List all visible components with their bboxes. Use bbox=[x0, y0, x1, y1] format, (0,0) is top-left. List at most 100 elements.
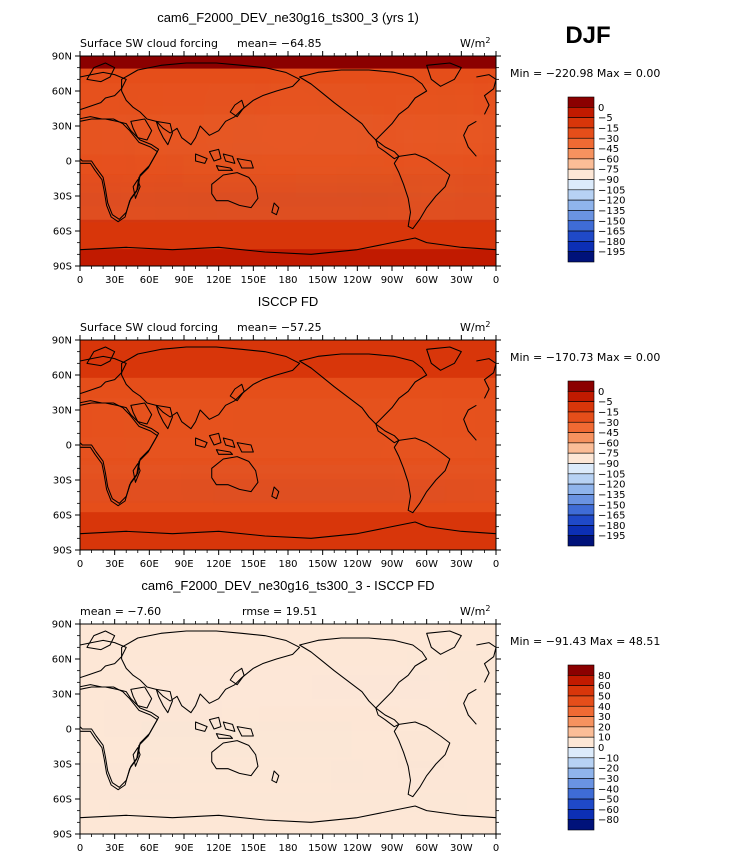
lat-tick-label: 0 bbox=[66, 725, 72, 736]
lat-tick-label: 90N bbox=[52, 52, 72, 63]
colorbar-label: −120 bbox=[598, 196, 625, 207]
lon-tick-label: 0 bbox=[493, 843, 499, 854]
lon-tick-label: 30E bbox=[105, 275, 124, 286]
lon-tick-label: 180 bbox=[278, 843, 297, 854]
panel-diff: cam6_F2000_DEV_ne30g16_ts300_3 - ISCCP F… bbox=[52, 578, 661, 854]
lon-tick-label: 30W bbox=[450, 843, 473, 854]
colorbar-swatch bbox=[567, 411, 595, 423]
colorbar-label: −45 bbox=[598, 144, 619, 155]
colorbar-swatch bbox=[567, 442, 595, 454]
lon-tick-label: 30E bbox=[105, 559, 124, 570]
lon-tick-label: 150E bbox=[241, 559, 266, 570]
panel-left-text: Surface SW cloud forcing bbox=[80, 37, 218, 50]
panel-mean: mean= −57.25 bbox=[237, 321, 322, 334]
colorbar-swatch bbox=[567, 452, 595, 464]
colorbar-label: −135 bbox=[598, 206, 625, 217]
lat-tick-label: 90N bbox=[52, 336, 72, 347]
colorbar-label: −165 bbox=[598, 227, 625, 238]
colorbar-swatch bbox=[567, 199, 595, 211]
lon-tick-label: 0 bbox=[77, 559, 83, 570]
colorbar-label: 0 bbox=[598, 743, 604, 754]
colorbar: 0−5−15−30−45−60−75−90−105−120−135−150−16… bbox=[567, 96, 625, 263]
colorbar-swatch bbox=[567, 168, 595, 180]
lon-tick-label: 0 bbox=[493, 275, 499, 286]
panel-rmse: rmse = 19.51 bbox=[242, 605, 317, 618]
lat-tick-label: 60S bbox=[53, 511, 72, 522]
lat-tick-label: 30S bbox=[53, 192, 72, 203]
panel-minmax: Min = −91.43 Max = 48.51 bbox=[510, 635, 660, 648]
colorbar-label: −15 bbox=[598, 407, 619, 418]
colorbar-swatch bbox=[567, 685, 595, 697]
colorbar-label: −30 bbox=[598, 134, 619, 145]
panel-units: W/m2 bbox=[460, 320, 490, 334]
lon-tick-label: 60W bbox=[415, 843, 438, 854]
colorbar-swatch bbox=[567, 809, 595, 820]
panel-title: cam6_F2000_DEV_ne30g16_ts300_3 - ISCCP F… bbox=[141, 578, 434, 593]
panel-minmax: Min = −220.98 Max = 0.00 bbox=[510, 67, 660, 80]
panel-left-text: mean = −7.60 bbox=[80, 605, 161, 618]
colorbar-swatch bbox=[567, 767, 595, 779]
colorbar-label: −180 bbox=[598, 521, 625, 532]
colorbar-swatch bbox=[567, 432, 595, 444]
colorbar-label: 0 bbox=[598, 103, 604, 114]
colorbar-swatch bbox=[567, 695, 595, 707]
colorbar-swatch bbox=[567, 726, 595, 738]
colorbar-swatch bbox=[567, 504, 595, 516]
lat-tick-label: 60N bbox=[52, 371, 72, 382]
lon-tick-label: 120W bbox=[343, 559, 372, 570]
colorbar-label: −60 bbox=[598, 805, 619, 816]
lat-tick-label: 60S bbox=[53, 227, 72, 238]
colorbar-swatch bbox=[567, 220, 595, 232]
lat-tick-label: 30N bbox=[52, 406, 72, 417]
colorbar-swatch bbox=[567, 117, 595, 129]
lon-tick-label: 120W bbox=[343, 275, 372, 286]
colorbar-label: 0 bbox=[598, 387, 604, 398]
lon-tick-label: 90E bbox=[174, 275, 193, 286]
lon-tick-label: 90W bbox=[381, 843, 404, 854]
colorbar-swatch bbox=[567, 158, 595, 170]
lon-tick-label: 60E bbox=[140, 275, 159, 286]
colorbar-swatch bbox=[567, 514, 595, 526]
colorbar-swatch bbox=[567, 96, 595, 108]
colorbar-swatch bbox=[567, 127, 595, 139]
colorbar-swatch bbox=[567, 179, 595, 191]
lon-tick-label: 150W bbox=[308, 843, 337, 854]
colorbar-swatch bbox=[567, 819, 595, 831]
lon-tick-label: 120E bbox=[206, 275, 231, 286]
lon-tick-label: 0 bbox=[77, 275, 83, 286]
colorbar-label: −10 bbox=[598, 753, 619, 764]
colorbar-label: −40 bbox=[598, 784, 619, 795]
lat-tick-label: 30S bbox=[53, 760, 72, 771]
lat-tick-label: 30N bbox=[52, 690, 72, 701]
colorbar-swatch bbox=[567, 494, 595, 506]
colorbar-label: −165 bbox=[598, 511, 625, 522]
colorbar-label: 20 bbox=[598, 722, 611, 733]
colorbar-swatch bbox=[567, 747, 595, 759]
lat-tick-label: 0 bbox=[66, 441, 72, 452]
colorbar-swatch bbox=[567, 788, 595, 800]
lat-tick-label: 90S bbox=[53, 262, 72, 273]
colorbar: 0−5−15−30−45−60−75−90−105−120−135−150−16… bbox=[567, 380, 625, 547]
lat-tick-label: 60N bbox=[52, 655, 72, 666]
colorbar-swatch bbox=[567, 664, 595, 676]
lat-tick-label: 90S bbox=[53, 830, 72, 841]
lon-tick-label: 90W bbox=[381, 275, 404, 286]
colorbar-label: 40 bbox=[598, 702, 611, 713]
lon-tick-label: 30W bbox=[450, 559, 473, 570]
colorbar-swatch bbox=[567, 463, 595, 475]
colorbar-swatch bbox=[567, 401, 595, 413]
colorbar-label: −5 bbox=[598, 397, 613, 408]
lon-tick-label: 90E bbox=[174, 559, 193, 570]
lon-tick-label: 0 bbox=[493, 559, 499, 570]
colorbar-label: −60 bbox=[598, 438, 619, 449]
colorbar-label: −45 bbox=[598, 428, 619, 439]
colorbar-swatch bbox=[567, 148, 595, 160]
colorbar-swatch bbox=[567, 483, 595, 495]
colorbar-label: −30 bbox=[598, 418, 619, 429]
colorbar-swatch bbox=[567, 705, 595, 717]
panel-units: W/m2 bbox=[460, 604, 490, 618]
lat-tick-label: 0 bbox=[66, 157, 72, 168]
lon-tick-label: 120W bbox=[343, 843, 372, 854]
